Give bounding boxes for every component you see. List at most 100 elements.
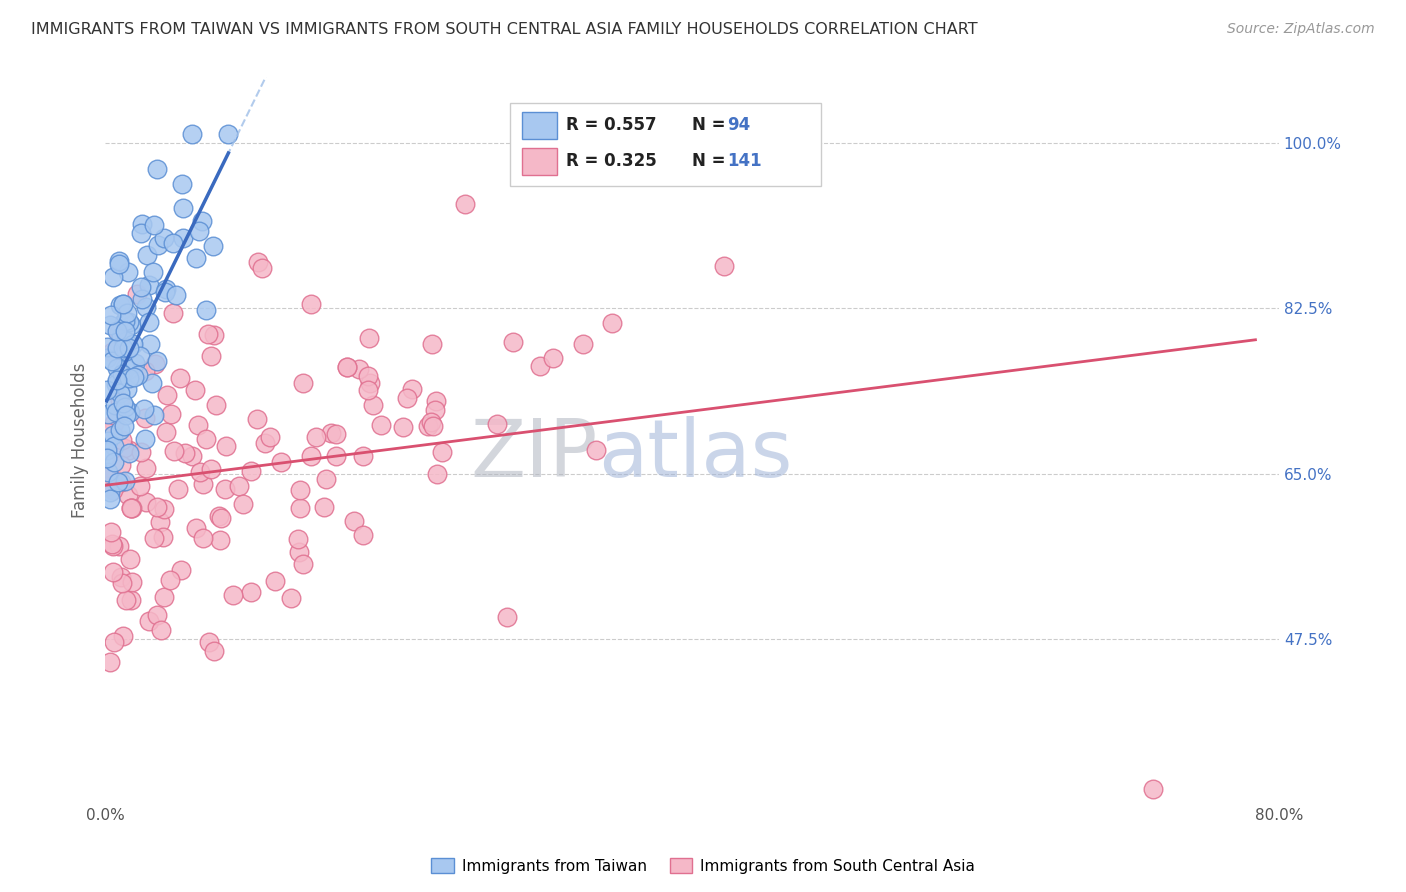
Point — [127, 368, 149, 383]
Point — [184, 383, 207, 397]
Point — [118, 551, 141, 566]
Point — [149, 515, 172, 529]
Point — [239, 584, 262, 599]
Point — [352, 528, 374, 542]
Point — [110, 329, 132, 343]
Point — [112, 418, 135, 433]
Point — [108, 253, 131, 268]
Point — [112, 629, 135, 643]
Point — [134, 364, 156, 378]
Point — [146, 238, 169, 252]
Text: IMMIGRANTS FROM TAIWAN VS IMMIGRANTS FROM SOUTH CENTRAL ASIA FAMILY HOUSEHOLDS C: IMMIGRANTS FROM TAIWAN VS IMMIGRANTS FRO… — [31, 22, 977, 37]
Point — [139, 337, 162, 351]
Point — [208, 509, 231, 524]
Point — [172, 201, 194, 215]
Point — [115, 409, 138, 423]
Point — [200, 461, 222, 475]
Text: Source: ZipAtlas.com: Source: ZipAtlas.com — [1227, 22, 1375, 37]
Point — [288, 483, 311, 498]
Point — [127, 287, 149, 301]
Point — [191, 477, 214, 491]
Text: R = 0.557: R = 0.557 — [567, 116, 657, 134]
Point — [495, 610, 517, 624]
Point — [121, 500, 143, 515]
Point — [132, 402, 155, 417]
Point — [222, 588, 245, 602]
Point — [174, 446, 197, 460]
Point — [135, 495, 157, 509]
Point — [101, 483, 124, 498]
Point — [357, 368, 380, 383]
Point — [259, 430, 281, 444]
Point — [138, 315, 160, 329]
Text: N =: N = — [692, 116, 731, 134]
Point — [1142, 782, 1164, 797]
Point — [114, 344, 136, 359]
Point — [208, 533, 231, 548]
Point — [96, 425, 118, 439]
Point — [110, 475, 132, 490]
Point — [357, 383, 380, 397]
Point — [359, 376, 381, 391]
Point — [392, 419, 415, 434]
Point — [134, 432, 156, 446]
Point — [114, 400, 136, 414]
Point — [198, 635, 221, 649]
Point — [111, 401, 134, 415]
Point — [103, 634, 125, 648]
Point — [96, 451, 118, 466]
Point — [110, 458, 132, 472]
Point — [141, 376, 163, 390]
Point — [359, 331, 381, 345]
Point — [288, 500, 311, 515]
Point — [299, 449, 322, 463]
Point — [195, 432, 218, 446]
Point — [112, 342, 135, 356]
Point — [105, 361, 128, 376]
Point — [420, 337, 443, 351]
Point — [108, 540, 131, 554]
Point — [529, 359, 551, 374]
Point — [112, 315, 135, 329]
Point — [129, 479, 152, 493]
Point — [115, 382, 138, 396]
Point — [128, 349, 150, 363]
Point — [96, 479, 118, 493]
Point — [110, 570, 132, 584]
Point — [191, 531, 214, 545]
Point — [202, 239, 225, 253]
Point — [114, 360, 136, 375]
Point — [187, 418, 209, 433]
Point — [155, 282, 177, 296]
Point — [114, 314, 136, 328]
Point — [160, 407, 183, 421]
Point — [319, 426, 342, 441]
Point — [143, 531, 166, 545]
Point — [111, 297, 134, 311]
Point — [202, 327, 225, 342]
Point — [214, 482, 236, 496]
Point — [115, 593, 138, 607]
Point — [170, 564, 193, 578]
Point — [107, 257, 129, 271]
Text: ZIP: ZIP — [471, 416, 598, 494]
Point — [571, 337, 593, 351]
Point — [101, 427, 124, 442]
Point — [454, 196, 477, 211]
Point — [105, 341, 128, 355]
Point — [117, 264, 139, 278]
Point — [100, 308, 122, 322]
Point — [159, 573, 181, 587]
Point — [194, 303, 217, 318]
Point — [153, 231, 176, 245]
Point — [209, 511, 232, 525]
Point — [131, 280, 153, 294]
Point — [287, 545, 309, 559]
Point — [108, 325, 131, 339]
Point — [120, 593, 142, 607]
Point — [115, 334, 138, 348]
Point — [129, 444, 152, 458]
Point — [541, 351, 564, 365]
Point — [114, 474, 136, 488]
Point — [287, 532, 309, 546]
